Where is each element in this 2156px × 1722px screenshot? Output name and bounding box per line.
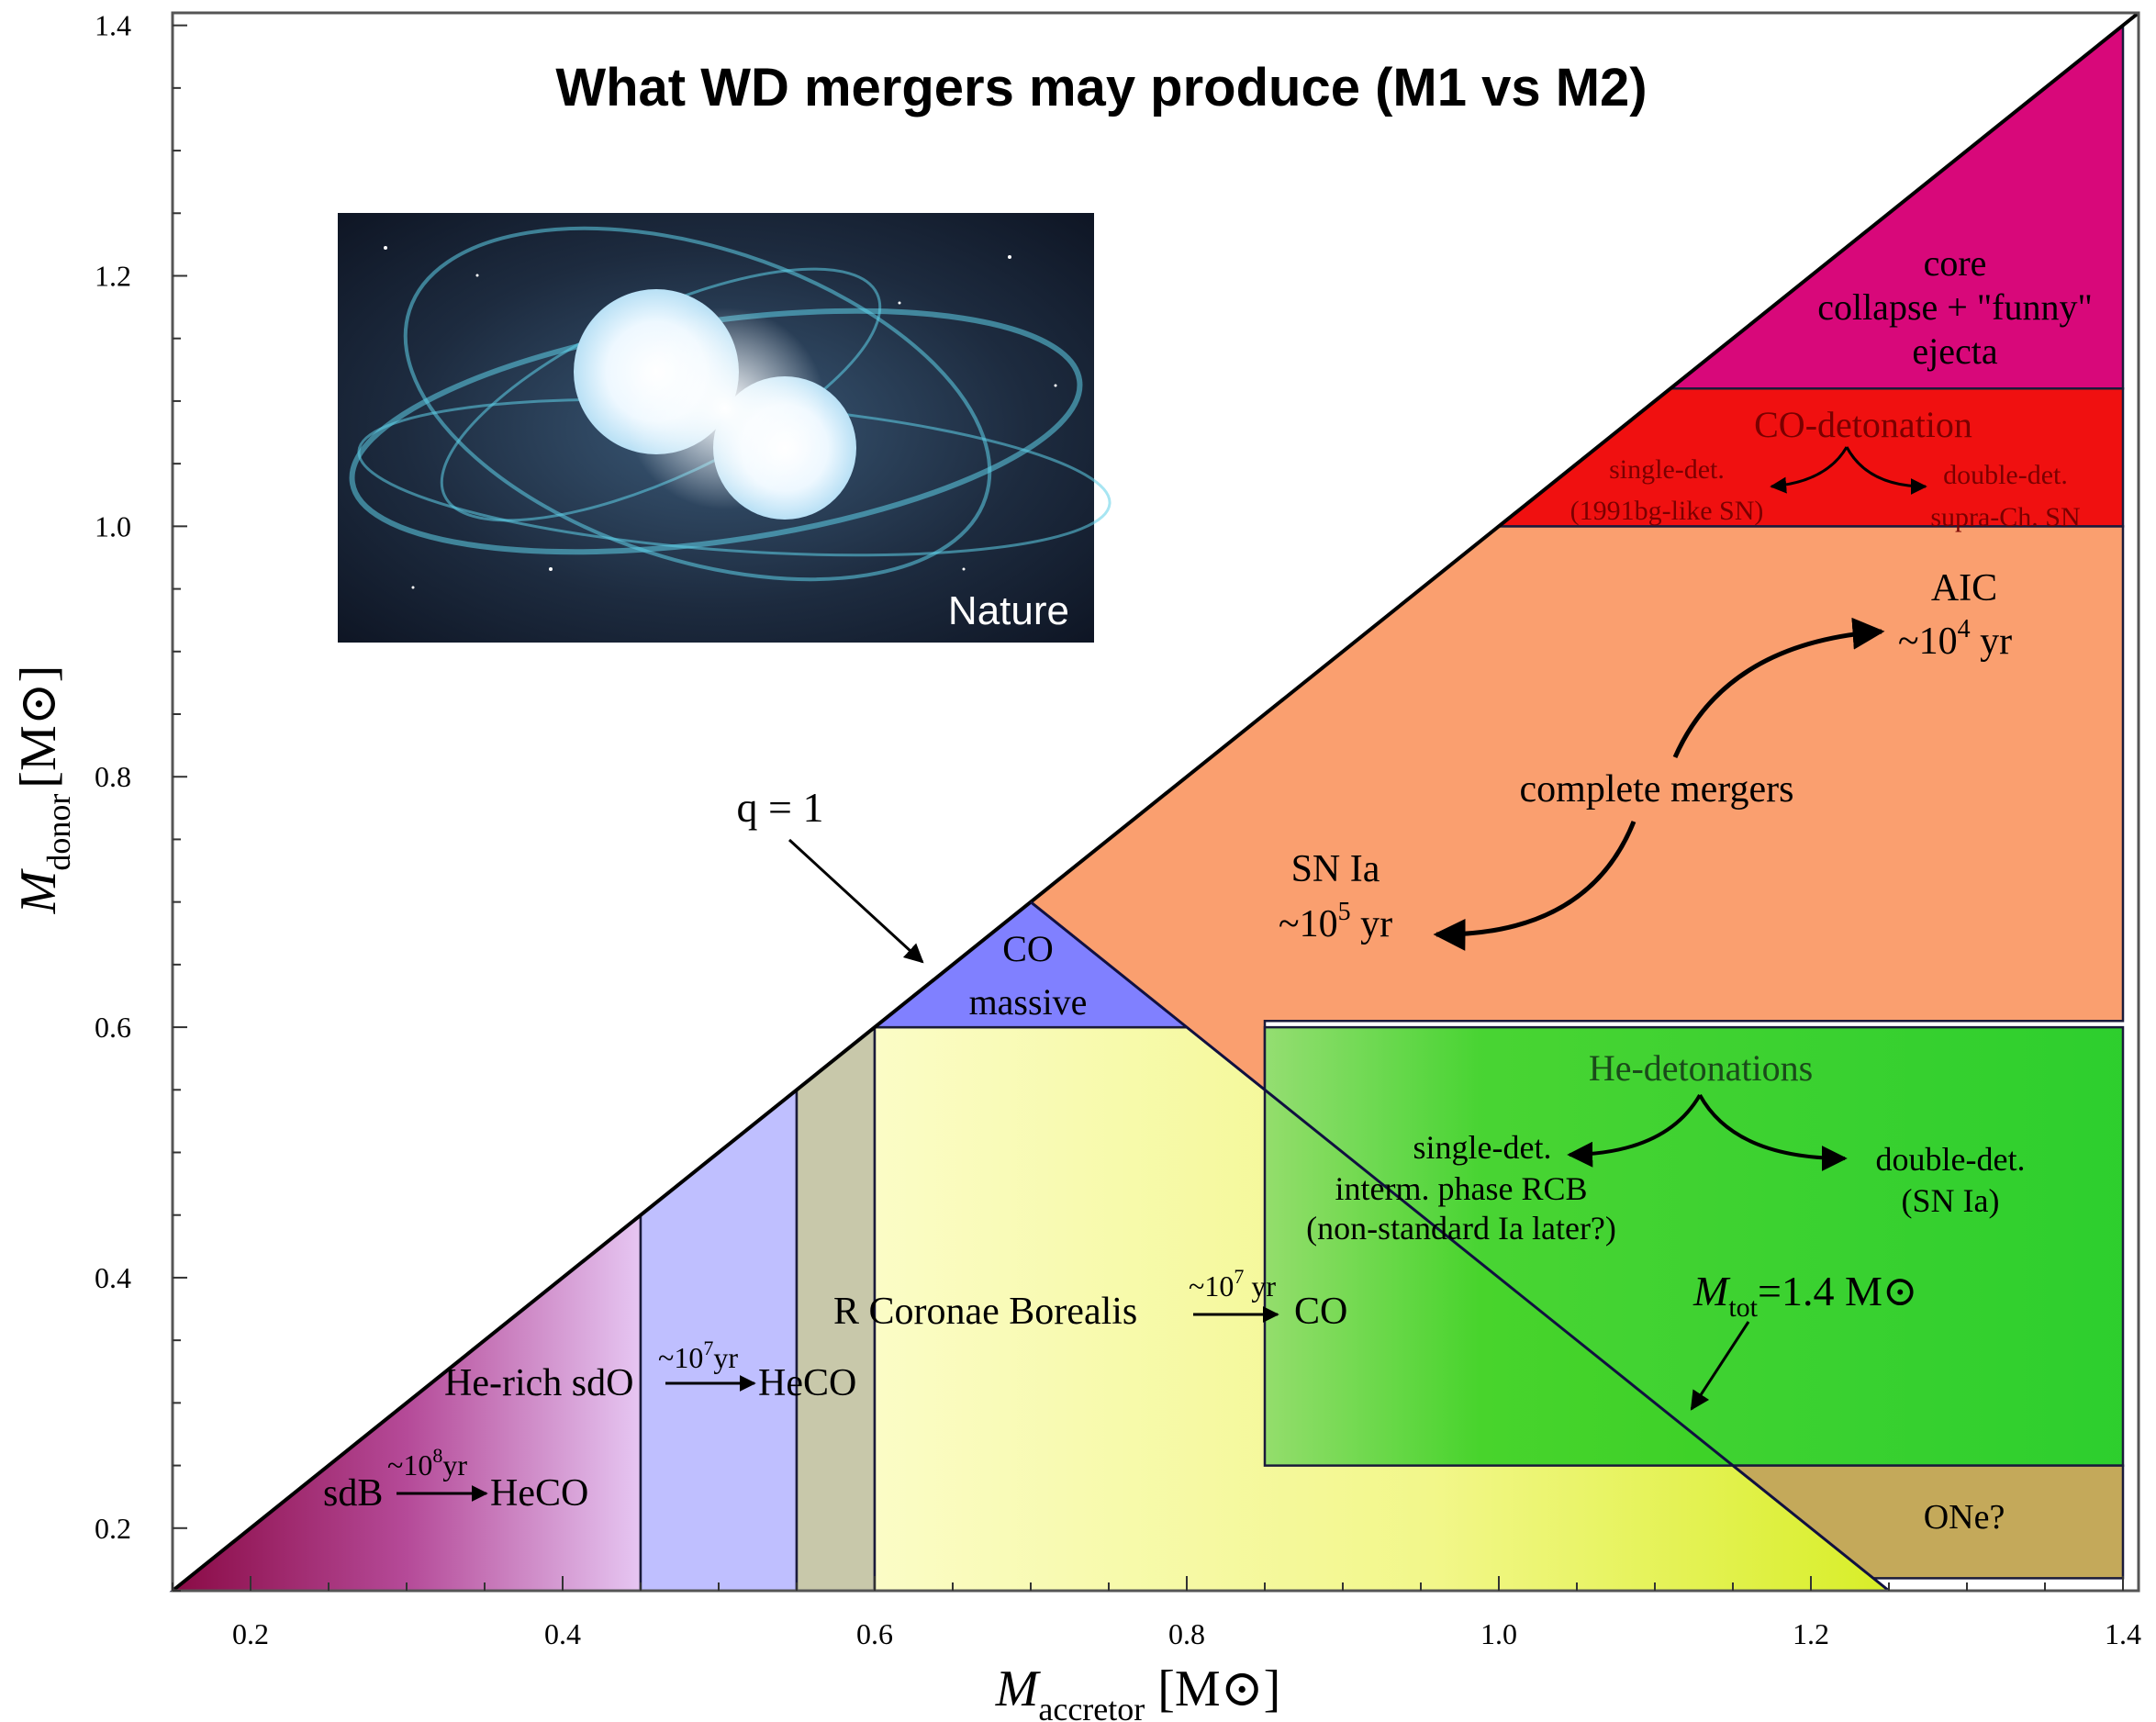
he-rich-sdo-time-label: ~107yr: [658, 1336, 738, 1374]
chart-title: What WD mergers may produce (M1 vs M2): [555, 58, 1647, 117]
merger-illustration-image: Nature: [338, 213, 1112, 643]
y-tick-label: 1.0: [95, 509, 131, 542]
y-axis-label: Mdonor[M⊙]: [10, 665, 77, 915]
complete-mergers-label: complete mergers: [1520, 768, 1794, 811]
x-tick-label: 1.4: [2105, 1617, 2141, 1650]
co-massive-label-2: massive: [969, 981, 1088, 1023]
line-mtot-1-4: [1030, 900, 1890, 1593]
co-single-det-label-1: single-det.: [1609, 454, 1725, 485]
mtot-label: Mtot=1.4 M⊙: [1692, 1268, 1917, 1323]
x-tick-label: 0.2: [232, 1617, 269, 1650]
q1-label: q = 1: [737, 784, 824, 831]
line-q-1: [171, 11, 2140, 1593]
plot-frame: [171, 11, 2140, 1593]
aic-arrow: [1672, 617, 1885, 759]
boundary-lines: [171, 11, 2140, 1593]
co-massive-label-1: CO: [1002, 928, 1054, 969]
y-tick-label: 1.4: [95, 9, 131, 42]
x-axis-label: Maccretor [M⊙]: [995, 1660, 1281, 1722]
aic-time-label: ~104 yr: [1898, 615, 2012, 663]
x-tick-label: 0.8: [1168, 1617, 1205, 1650]
he-detonations-label: He-detonations: [1589, 1047, 1813, 1089]
he-rich-sdo-label: He-rich sdO: [444, 1362, 633, 1404]
snia-label: SN Ia: [1291, 848, 1380, 890]
core-collapse-label-3: ejecta: [1912, 330, 1997, 372]
sdb-label: sdB: [323, 1472, 383, 1515]
snia-arrow: [1433, 821, 1637, 951]
rcb-label: R Coronae Borealis: [833, 1291, 1137, 1333]
co-single-arrow: [1770, 446, 1849, 494]
rcb-product-label: CO: [1294, 1291, 1347, 1333]
regions-group: [169, 23, 2125, 1593]
axes-group: 0.2 0.4 0.6 0.8 1.0 1.2 1.4 0.2 0.4 0.6 0.8 1.0 1.2 1…: [95, 9, 2141, 1650]
y-tick-label: 0.2: [95, 1512, 131, 1545]
co-double-arrow: [1845, 446, 1927, 495]
x-tick-label: 0.4: [544, 1617, 581, 1650]
mtot-arrow: [1690, 1321, 1750, 1411]
he-double-arrow: [1698, 1094, 1848, 1171]
q1-arrow: [788, 838, 924, 964]
he-single-det-label-2: interm. phase RCB: [1335, 1170, 1588, 1207]
x-tick-label: 1.0: [1480, 1617, 1517, 1650]
rcb-time-label: ~107 yr: [1189, 1265, 1276, 1303]
one-label: ONe?: [1924, 1498, 2005, 1537]
y-tick-label: 0.4: [95, 1261, 131, 1294]
core-collapse-label-1: core: [1924, 242, 1987, 284]
he-double-det-label-2: (SN Ia): [1902, 1182, 2000, 1219]
he-single-det-label-3: (non-standard Ia later?): [1306, 1210, 1616, 1247]
x-tick-label: 1.2: [1793, 1617, 1829, 1650]
x-tick-label: 0.6: [856, 1617, 893, 1650]
y-tick-label: 1.2: [95, 260, 131, 293]
y-tick-label: 0.8: [95, 760, 131, 793]
he-double-det-label-1: double-det.: [1876, 1141, 2026, 1178]
co-detonation-label: CO-detonation: [1754, 404, 1972, 445]
stars-icon: [384, 246, 1057, 589]
annotations-group: q = 1 CO massive core collapse + "funny"…: [323, 242, 2093, 1537]
co-single-det-label-2: (1991bg-like SN): [1570, 496, 1764, 526]
inset-caption: Nature: [948, 588, 1069, 633]
snia-time-label: ~105 yr: [1279, 898, 1392, 945]
sdb-product-label: HeCO: [490, 1472, 588, 1515]
merger-flash-icon: [624, 308, 826, 509]
he-single-arrow: [1567, 1093, 1702, 1168]
co-double-det-label-1: double-det.: [1943, 460, 2068, 490]
he-rich-sdo-product-label: HeCO: [758, 1362, 856, 1404]
y-tick-label: 0.6: [95, 1011, 131, 1044]
aic-label: AIC: [1931, 567, 1997, 609]
he-single-det-label-1: single-det.: [1413, 1129, 1552, 1166]
core-collapse-label-2: collapse + "funny": [1817, 286, 2093, 328]
co-double-det-label-2: supra-Ch. SN: [1930, 502, 2080, 532]
sdb-time-label: ~108yr: [387, 1444, 467, 1482]
